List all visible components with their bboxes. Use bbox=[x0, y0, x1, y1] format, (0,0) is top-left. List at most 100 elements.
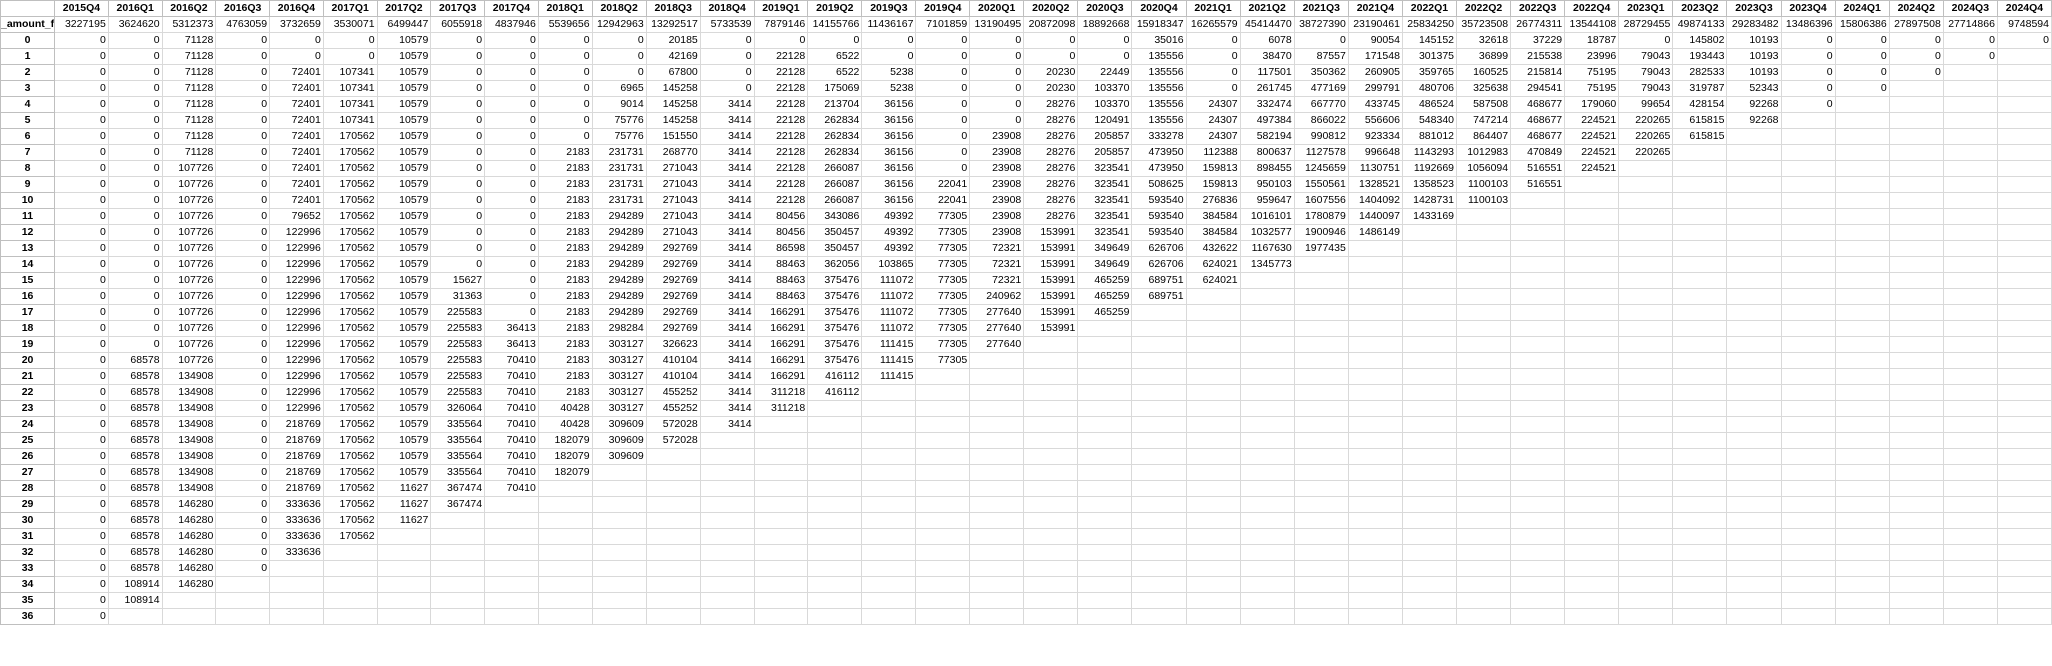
table-cell[interactable]: 6522 bbox=[807, 64, 863, 81]
table-cell[interactable] bbox=[1942, 160, 1998, 177]
table-cell[interactable]: 375476 bbox=[807, 320, 863, 337]
table-cell[interactable]: 10579 bbox=[376, 400, 432, 417]
table-cell[interactable] bbox=[1834, 464, 1890, 481]
table-cell[interactable]: 170562 bbox=[322, 144, 378, 161]
table-cell[interactable]: 122996 bbox=[269, 240, 324, 257]
table-cell[interactable]: 301375 bbox=[1401, 48, 1458, 65]
table-cell[interactable]: 10193 bbox=[1726, 48, 1782, 65]
table-cell[interactable]: 0 bbox=[591, 64, 647, 81]
table-cell[interactable]: 593540 bbox=[1131, 192, 1187, 209]
table-cell[interactable] bbox=[537, 608, 593, 625]
table-cell[interactable] bbox=[861, 432, 917, 449]
table-cell[interactable] bbox=[1131, 336, 1187, 353]
table-cell[interactable] bbox=[1347, 368, 1403, 385]
table-cell[interactable] bbox=[1510, 512, 1566, 529]
table-cell[interactable]: 864407 bbox=[1456, 128, 1512, 145]
table-cell[interactable]: 0 bbox=[430, 224, 486, 241]
table-cell[interactable] bbox=[915, 400, 971, 417]
table-cell[interactable]: 1056094 bbox=[1456, 160, 1512, 177]
table-cell[interactable]: 122996 bbox=[269, 320, 324, 337]
table-cell[interactable] bbox=[1239, 384, 1295, 401]
row-header[interactable]: 3 bbox=[0, 80, 56, 97]
table-cell[interactable] bbox=[1780, 128, 1836, 145]
table-cell[interactable]: 0 bbox=[54, 288, 109, 305]
column-header[interactable]: 2024Q3 bbox=[1942, 0, 1998, 17]
table-cell[interactable]: 1900946 bbox=[1293, 224, 1349, 241]
table-cell[interactable]: 134908 bbox=[161, 480, 217, 497]
table-cell[interactable] bbox=[1672, 352, 1728, 369]
row-header[interactable]: 1 bbox=[0, 48, 56, 65]
table-cell[interactable]: 277640 bbox=[969, 336, 1025, 353]
table-cell[interactable]: 0 bbox=[215, 464, 271, 481]
table-cell[interactable]: 898455 bbox=[1239, 160, 1295, 177]
table-cell[interactable]: 36156 bbox=[861, 192, 917, 209]
table-cell[interactable]: 1358523 bbox=[1401, 176, 1458, 193]
table-cell[interactable] bbox=[1239, 544, 1295, 561]
table-cell[interactable]: 593540 bbox=[1131, 224, 1187, 241]
table-cell[interactable] bbox=[1780, 576, 1836, 593]
table-cell[interactable] bbox=[1888, 592, 1944, 609]
row-header[interactable]: 22 bbox=[0, 384, 56, 401]
table-cell[interactable]: 311218 bbox=[753, 384, 809, 401]
table-cell[interactable]: 292769 bbox=[645, 256, 701, 273]
table-cell[interactable] bbox=[861, 384, 917, 401]
table-cell[interactable]: 343086 bbox=[807, 208, 863, 225]
table-cell[interactable]: 3414 bbox=[699, 144, 755, 161]
table-cell[interactable] bbox=[1456, 368, 1512, 385]
table-cell[interactable]: 28276 bbox=[1023, 208, 1079, 225]
table-cell[interactable] bbox=[1888, 400, 1944, 417]
table-cell[interactable]: 122996 bbox=[269, 352, 324, 369]
table-cell[interactable] bbox=[969, 352, 1025, 369]
table-cell[interactable]: 77305 bbox=[915, 320, 971, 337]
table-cell[interactable] bbox=[1401, 464, 1458, 481]
table-cell[interactable] bbox=[1510, 544, 1566, 561]
table-cell[interactable]: 72401 bbox=[269, 112, 324, 129]
table-cell[interactable] bbox=[1996, 480, 2052, 497]
table-cell[interactable] bbox=[1293, 576, 1349, 593]
table-cell[interactable]: 3414 bbox=[699, 320, 755, 337]
amount-cell[interactable]: 14155766 bbox=[807, 16, 863, 33]
table-cell[interactable]: 0 bbox=[54, 96, 109, 113]
table-cell[interactable] bbox=[969, 592, 1025, 609]
table-cell[interactable] bbox=[1618, 272, 1674, 289]
table-cell[interactable] bbox=[1239, 480, 1295, 497]
table-cell[interactable] bbox=[1456, 592, 1512, 609]
table-cell[interactable] bbox=[861, 496, 917, 513]
table-cell[interactable]: 473950 bbox=[1131, 144, 1187, 161]
table-cell[interactable] bbox=[1023, 592, 1079, 609]
table-cell[interactable]: 335564 bbox=[430, 416, 486, 433]
table-cell[interactable] bbox=[915, 464, 971, 481]
table-cell[interactable]: 593540 bbox=[1131, 208, 1187, 225]
table-cell[interactable]: 28276 bbox=[1023, 128, 1079, 145]
table-cell[interactable] bbox=[1672, 416, 1728, 433]
table-cell[interactable] bbox=[1564, 480, 1620, 497]
table-cell[interactable] bbox=[1942, 208, 1998, 225]
table-cell[interactable] bbox=[1510, 192, 1566, 209]
table-cell[interactable]: 0 bbox=[1023, 48, 1079, 65]
table-cell[interactable]: 77305 bbox=[915, 304, 971, 321]
table-cell[interactable] bbox=[807, 560, 863, 577]
table-cell[interactable]: 112388 bbox=[1185, 144, 1241, 161]
table-cell[interactable] bbox=[699, 592, 755, 609]
table-cell[interactable]: 0 bbox=[215, 400, 271, 417]
table-cell[interactable] bbox=[1888, 608, 1944, 625]
table-cell[interactable] bbox=[591, 608, 647, 625]
table-cell[interactable] bbox=[1510, 448, 1566, 465]
table-cell[interactable] bbox=[537, 592, 593, 609]
table-cell[interactable] bbox=[1780, 320, 1836, 337]
table-cell[interactable]: 615815 bbox=[1672, 128, 1728, 145]
table-cell[interactable]: 959647 bbox=[1239, 192, 1295, 209]
table-cell[interactable]: 134908 bbox=[161, 384, 217, 401]
table-cell[interactable]: 0 bbox=[54, 608, 109, 625]
table-cell[interactable] bbox=[1347, 272, 1403, 289]
table-cell[interactable] bbox=[699, 608, 755, 625]
table-cell[interactable] bbox=[1131, 480, 1187, 497]
table-cell[interactable] bbox=[1618, 384, 1674, 401]
table-cell[interactable] bbox=[1131, 320, 1187, 337]
table-cell[interactable] bbox=[969, 448, 1025, 465]
table-cell[interactable]: 1127578 bbox=[1293, 144, 1349, 161]
table-cell[interactable] bbox=[915, 368, 971, 385]
table-cell[interactable]: 68578 bbox=[107, 432, 163, 449]
table-cell[interactable] bbox=[1185, 576, 1241, 593]
table-cell[interactable] bbox=[1023, 416, 1079, 433]
